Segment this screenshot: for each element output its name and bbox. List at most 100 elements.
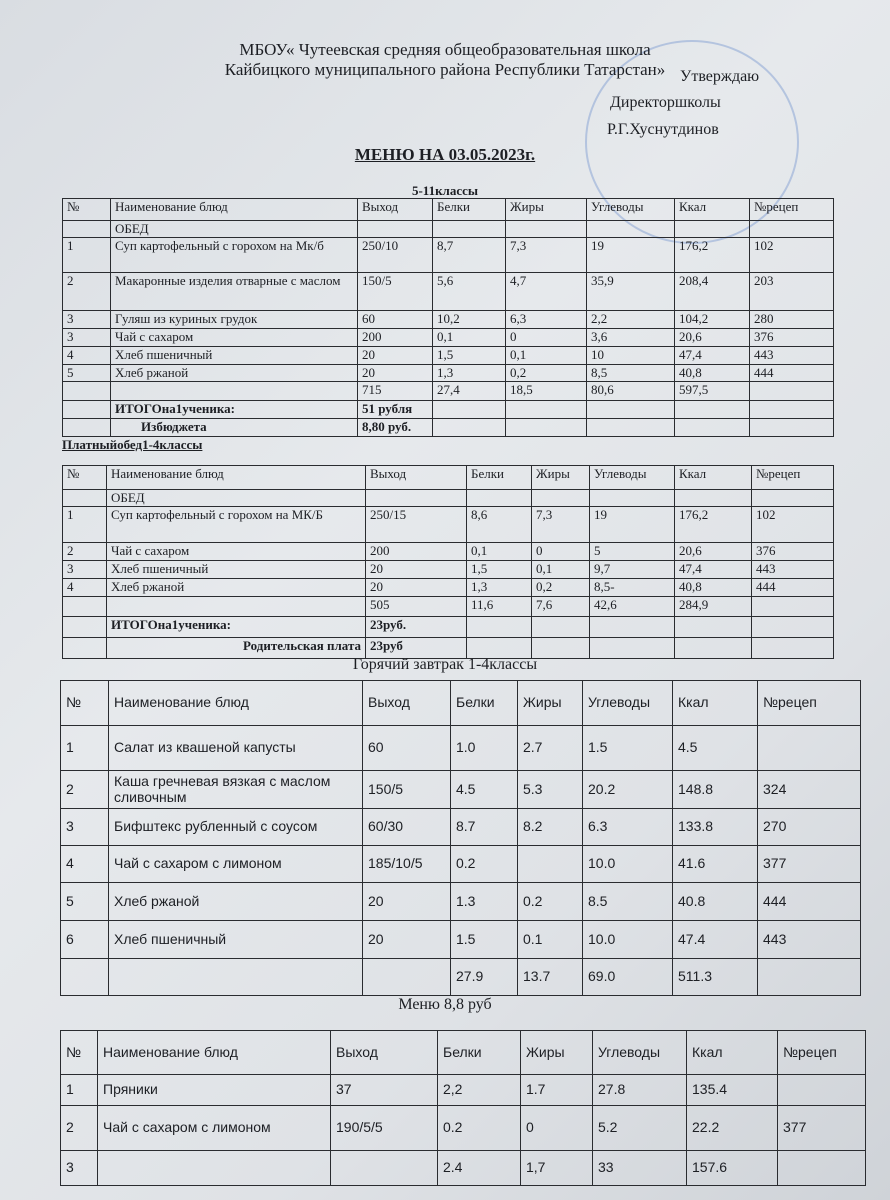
- cell-protein: [432, 399, 506, 419]
- cell-carbs: 10.0: [582, 845, 673, 883]
- cell-recipe: 203: [749, 272, 834, 312]
- cell-output: [365, 488, 467, 508]
- cell-num: [62, 488, 107, 508]
- cell-recipe: [777, 1074, 866, 1106]
- table1-caption: 5-11классы: [411, 183, 479, 198]
- cell-name: Хлеб пшеничный: [110, 345, 358, 365]
- cell-recipe: 377: [777, 1105, 866, 1151]
- column-header-carbs: Углеводы: [586, 198, 675, 221]
- cell-output: 60/30: [362, 808, 451, 846]
- cell-output: 23руб: [365, 636, 467, 659]
- cell-kcal: [674, 417, 750, 437]
- cell-recipe: [749, 219, 834, 239]
- cell-output: 20: [362, 882, 451, 921]
- column-header-name: Наименование блюд: [106, 465, 366, 490]
- cell-output: [330, 1150, 438, 1186]
- cell-recipe: 443: [757, 920, 861, 959]
- cell-num: 6: [60, 920, 109, 959]
- director-label: Директоршколы: [610, 94, 721, 111]
- cell-num: 2: [60, 770, 109, 809]
- cell-output: 23руб.: [365, 615, 467, 638]
- cell-fat: 0: [531, 542, 590, 562]
- table-row: 4 Хлеб пшеничный 20 1,5 0,1 10 47,4 443: [62, 345, 834, 365]
- cell-kcal: 176,2: [674, 506, 752, 544]
- cell-recipe: [751, 615, 834, 638]
- cell-protein: 2.4: [437, 1150, 521, 1186]
- cell-fat: 2.7: [517, 725, 583, 771]
- cell-kcal: 157.6: [686, 1150, 778, 1186]
- cell-name: Избюджета: [110, 417, 358, 437]
- cell-protein: 1,5: [432, 345, 506, 365]
- column-header-carbs: Углеводы: [592, 1030, 687, 1075]
- cell-kcal: [674, 399, 750, 419]
- cell-kcal: 40.8: [672, 882, 758, 921]
- header-row: № Наименование блюд Выход Белки Жиры Углеводы…: [62, 465, 834, 490]
- cell-carbs: [589, 615, 675, 638]
- cell-protein: 8,7: [432, 237, 506, 274]
- director-name: Р.Г.Хуснутдинов: [607, 121, 719, 138]
- cell-output: 51 рубля: [357, 399, 433, 419]
- cell-fat: 0,2: [531, 577, 590, 597]
- cell-recipe: 270: [757, 808, 861, 846]
- column-header-output: Выход: [357, 198, 433, 221]
- cell-carbs: [586, 417, 675, 437]
- cell-num: [62, 219, 111, 239]
- cell-num: 3: [62, 310, 111, 329]
- cell-carbs: 19: [589, 506, 675, 544]
- cell-protein: 8.7: [450, 808, 518, 846]
- cell-recipe: 444: [757, 882, 861, 921]
- cell-fat: 8.2: [517, 808, 583, 846]
- cell-num: 1: [60, 725, 109, 771]
- cell-kcal: 47,4: [674, 345, 750, 365]
- cell-fat: 1,7: [520, 1150, 593, 1186]
- column-header-fat: Жиры: [517, 680, 583, 726]
- cell-name: Гуляш из куриных грудок: [110, 310, 358, 329]
- column-header-fat: Жиры: [531, 465, 590, 490]
- table-row: 1 Суп картофельный с горохом на МК/Б 250/1…: [62, 506, 834, 544]
- cell-fat: 6,3: [505, 310, 587, 329]
- cell-num: [62, 380, 111, 401]
- menu-title: МЕНЮ НА 03.05.2023г.: [354, 145, 536, 164]
- cell-name: ОБЕД: [106, 488, 366, 508]
- cell-name: Чай с сахаром с лимоном: [108, 845, 363, 883]
- cell-protein: 0.2: [450, 845, 518, 883]
- cell-kcal: 20,6: [674, 542, 752, 562]
- cell-output: 190/5/5: [330, 1105, 438, 1151]
- cell-kcal: 47.4: [672, 920, 758, 959]
- table-row: ОБЕД: [62, 219, 834, 239]
- cell-name: ОБЕД: [110, 219, 358, 239]
- cell-protein: 1.0: [450, 725, 518, 771]
- cell-kcal: 20,6: [674, 327, 750, 347]
- cell-name: [106, 595, 366, 617]
- menu-table-5-11: № Наименование блюд Выход Белки Жиры Углеводы…: [62, 198, 834, 437]
- cell-carbs: 2,2: [586, 310, 675, 329]
- cell-name: [97, 1150, 331, 1186]
- cell-fat: 0.2: [517, 882, 583, 921]
- cell-protein: 27,4: [432, 380, 506, 401]
- cell-name: [108, 958, 363, 996]
- cell-carbs: 8,5-: [589, 577, 675, 597]
- cell-num: 4: [62, 345, 111, 365]
- table-row: 2 Макаронные изделия отварные с маслом 150…: [62, 272, 834, 312]
- cell-kcal: [674, 488, 752, 508]
- cell-num: [62, 615, 107, 638]
- column-header-num: №: [60, 680, 109, 726]
- cell-output: 60: [357, 310, 433, 329]
- cell-carbs: 5.2: [592, 1105, 687, 1151]
- cell-fat: 5.3: [517, 770, 583, 809]
- cell-output: [357, 219, 433, 239]
- cell-carbs: 5: [589, 542, 675, 562]
- cell-output: [362, 958, 451, 996]
- cell-name: Суп картофельный с горохом на МК/Б: [106, 506, 366, 544]
- cell-protein: 1,3: [466, 577, 532, 597]
- cell-protein: 27.9: [450, 958, 518, 996]
- cell-name: Бифштекс рубленный с соусом: [108, 808, 363, 846]
- cell-carbs: [586, 219, 675, 239]
- cell-num: [62, 636, 107, 659]
- column-header-num: №: [62, 198, 111, 221]
- cell-carbs: 27.8: [592, 1074, 687, 1106]
- cell-kcal: [674, 615, 752, 638]
- cell-fat: 4,7: [505, 272, 587, 312]
- cell-recipe: [777, 1150, 866, 1186]
- table-row: 1 Пряники 37 2,2 1.7 27.8 135.4: [60, 1074, 866, 1106]
